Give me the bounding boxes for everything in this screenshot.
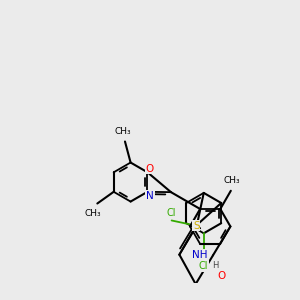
Text: NH: NH (192, 250, 207, 260)
Text: Cl: Cl (167, 208, 176, 218)
Text: CH₃: CH₃ (84, 209, 101, 218)
Text: H: H (212, 261, 218, 270)
Text: CH₃: CH₃ (114, 127, 131, 136)
Text: O: O (146, 164, 154, 174)
Text: Cl: Cl (199, 261, 208, 271)
Text: O: O (217, 271, 226, 281)
Text: CH₃: CH₃ (224, 176, 240, 185)
Text: S: S (193, 220, 200, 230)
Text: N: N (146, 190, 154, 200)
